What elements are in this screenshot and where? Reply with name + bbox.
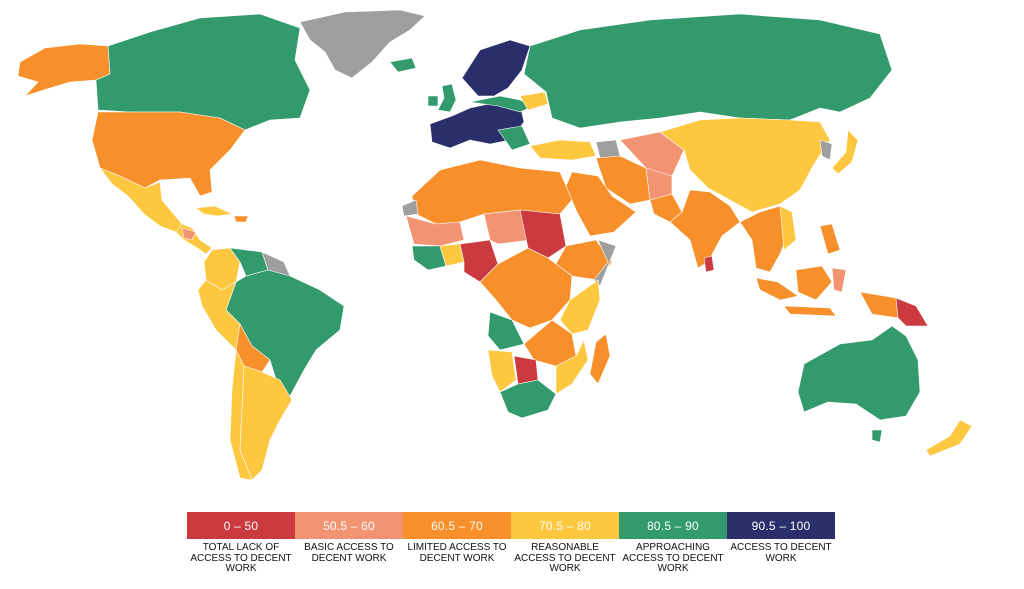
legend-swatches: 0 – 50 50.5 – 60 60.5 – 70 70.5 – 80 80.… [187,512,835,539]
legend-swatch-0: 0 – 50 [187,512,295,539]
region-japan [831,129,859,175]
legend-labels: TOTAL LACK OF ACCESS TO DECENT WORK BASI… [187,542,835,575]
region-china [659,117,831,213]
region-central-sahel [483,209,531,245]
region-central-america [175,223,213,255]
region-caucasus [595,139,621,159]
region-madagascar [589,333,611,385]
region-central-africa [479,247,573,329]
region-new-zealand [925,419,973,457]
region-botswana [513,355,539,385]
legend: 0 – 50 50.5 – 60 60.5 – 70 70.5 – 80 80.… [187,512,835,575]
region-argentina [239,365,293,481]
region-java [783,305,837,317]
region-india [669,189,741,269]
region-sri-lanka [703,255,715,273]
region-tasmania [871,429,883,443]
region-scandinavia [461,39,531,97]
legend-label-4: APPROACHING ACCESS TO DECENT WORK [622,542,724,574]
region-sulawesi [831,267,847,293]
legend-swatch-5: 90.5 – 100 [727,512,835,539]
region-papua-indonesia [859,291,899,319]
legend-label-2: LIMITED ACCESS TO DECENT WORK [407,542,507,564]
region-turkey [529,139,597,161]
region-ireland [427,95,439,107]
region-sudan [519,209,567,259]
region-angola [487,311,525,351]
region-sahel-west [405,215,465,247]
region-philippines [819,223,841,255]
region-indonesia-west [755,277,799,301]
legend-swatch-3: 70.5 – 80 [511,512,619,539]
region-cuba [195,205,233,217]
region-canada [95,13,311,131]
region-greenland [299,9,426,79]
region-papua-new-guinea [895,297,929,327]
legend-swatch-4: 80.5 – 90 [619,512,727,539]
legend-label-3: REASONABLE ACCESS TO DECENT WORK [514,542,616,574]
region-namibia [487,349,517,393]
region-eastern-europe [519,91,549,111]
region-borneo [795,265,833,301]
region-honduras [181,227,197,241]
region-vietnam [779,205,797,251]
region-australia [797,325,921,421]
legend-label-0: TOTAL LACK OF ACCESS TO DECENT WORK [190,542,292,574]
region-balkans [497,125,531,151]
legend-swatch-2: 60.5 – 70 [403,512,511,539]
region-alaska [17,43,111,97]
region-south-africa [499,379,557,419]
region-west-coast [411,245,447,271]
region-iceland [389,57,417,73]
region-southeast-asia [739,205,791,273]
region-russia [523,13,893,129]
region-uk [437,83,457,113]
region-korea [819,139,833,161]
region-east-africa [559,279,601,335]
region-western-sahara [401,199,419,217]
legend-label-5: ACCESS TO DECENT WORK [730,542,832,564]
region-hispaniola [233,215,249,223]
world-choropleth-map [17,9,973,481]
legend-label-1: BASIC ACCESS TO DECENT WORK [304,542,394,564]
legend-swatch-1: 50.5 – 60 [295,512,403,539]
